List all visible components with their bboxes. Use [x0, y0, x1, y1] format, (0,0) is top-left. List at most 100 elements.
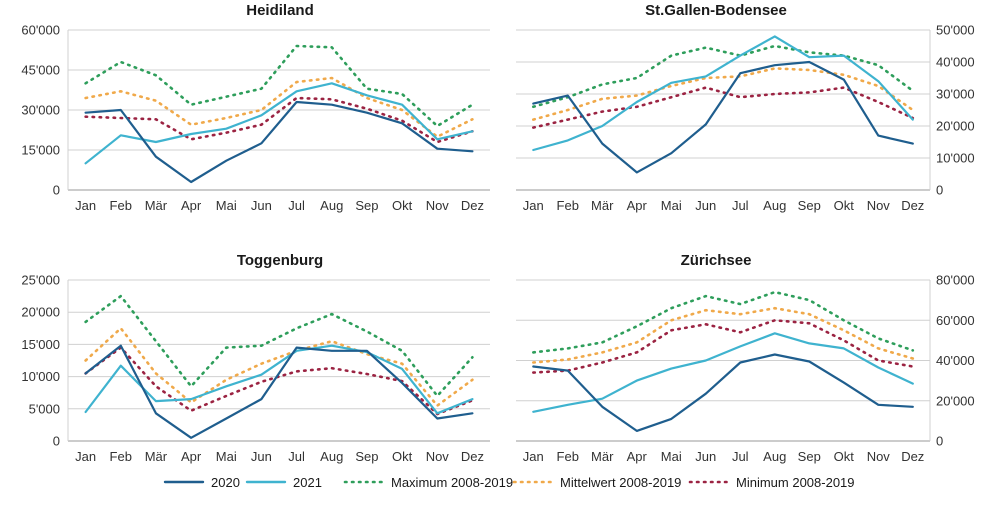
y-tick-label: 25'000	[21, 273, 60, 288]
panel-title: Zürichsee	[681, 252, 752, 269]
series-line-min	[531, 318, 915, 374]
x-tick-label: Okt	[392, 198, 413, 213]
series-line-s2021	[84, 82, 474, 165]
series-line-s2020	[532, 60, 914, 174]
x-tick-label: Aug	[320, 198, 343, 213]
y-tick-label: 0	[936, 183, 943, 198]
series-line-s2020	[84, 344, 474, 439]
series-line-max	[84, 44, 474, 128]
x-tick-label: Feb	[557, 449, 579, 464]
legend-label: Minimum 2008-2019	[736, 475, 855, 490]
x-tick-label: Jul	[288, 198, 305, 213]
series-line-max	[531, 290, 915, 354]
y-tick-label: 80'000	[936, 273, 975, 288]
y-tick-label: 50'000	[936, 23, 975, 38]
series-line-max	[84, 294, 474, 398]
x-tick-label: Jun	[251, 198, 272, 213]
x-tick-label: Aug	[763, 198, 786, 213]
x-tick-label: Jan	[523, 449, 544, 464]
x-tick-label: Sep	[355, 198, 378, 213]
y-tick-label: 10'000	[21, 369, 60, 384]
x-tick-label: Mär	[145, 449, 168, 464]
series-line-s2020	[84, 100, 474, 184]
series-line-min	[84, 346, 474, 416]
legend-label: 2020	[211, 475, 240, 490]
x-tick-label: Jun	[695, 198, 716, 213]
x-tick-label: Mai	[216, 198, 237, 213]
y-tick-label: 10'000	[936, 151, 975, 166]
x-tick-label: Aug	[320, 449, 343, 464]
x-tick-label: Sep	[798, 449, 821, 464]
x-tick-label: Apr	[181, 449, 202, 464]
x-tick-label: Nov	[426, 198, 450, 213]
series-line-s2021	[84, 344, 474, 415]
x-tick-label: Mai	[661, 198, 682, 213]
series-line-mean	[531, 67, 915, 121]
series-line-s2021	[532, 35, 914, 152]
x-tick-label: Mai	[216, 449, 237, 464]
y-tick-label: 20'000	[936, 119, 975, 134]
y-tick-label: 40'000	[936, 55, 975, 70]
panel-toggenburg: Toggenburg 0 5'000 10'000 15'000 20'000 25'00…	[21, 252, 490, 464]
series-line-mean	[531, 306, 915, 364]
x-tick-label: Aug	[763, 449, 786, 464]
x-tick-label: Mär	[591, 198, 614, 213]
x-tick-label: Jan	[75, 198, 96, 213]
legend-label: 2021	[293, 475, 322, 490]
y-tick-label: 15'000	[21, 337, 60, 352]
x-tick-label: Nov	[867, 449, 891, 464]
x-tick-label: Okt	[834, 449, 855, 464]
x-tick-label: Apr	[181, 198, 202, 213]
y-tick-label: 0	[53, 434, 60, 449]
series-line-min	[84, 96, 474, 144]
x-tick-label: Dez	[461, 449, 484, 464]
x-tick-label: Apr	[627, 449, 648, 464]
x-tick-label: Okt	[392, 449, 413, 464]
x-tick-label: Feb	[110, 198, 132, 213]
x-tick-label: Dez	[461, 198, 484, 213]
y-tick-label: 40'000	[936, 353, 975, 368]
panel-zuerichsee: Zürichsee 0 20'000 40'000 60'000 80'000 Jan Fe…	[516, 252, 975, 464]
y-tick-label: 0	[53, 183, 60, 198]
panel-title: Toggenburg	[237, 252, 323, 269]
x-tick-label: Nov	[426, 449, 450, 464]
y-tick-label: 15'000	[21, 143, 60, 158]
y-tick-label: 5'000	[29, 401, 60, 416]
y-tick-label: 30'000	[936, 87, 975, 102]
x-tick-label: Dez	[901, 198, 924, 213]
x-tick-label: Sep	[355, 449, 378, 464]
panel-heidiland: Heidiland 0 15'000 30'000 45'000 60'000 Jan Fe…	[21, 2, 490, 213]
panel-title: St.Gallen-Bodensee	[645, 2, 787, 19]
x-tick-label: Mär	[145, 198, 168, 213]
series-line-max	[531, 44, 915, 109]
x-tick-label: Jan	[75, 449, 96, 464]
x-tick-label: Feb	[110, 449, 132, 464]
x-tick-label: Feb	[557, 198, 579, 213]
x-tick-label: Nov	[867, 198, 891, 213]
x-tick-label: Dez	[901, 449, 924, 464]
series-line-s2020	[532, 353, 914, 432]
legend: 2020 2021 Maximum 2008-2019 Mittelwert 2008…	[163, 475, 855, 490]
x-tick-label: Mai	[661, 449, 682, 464]
x-tick-label: Jul	[732, 198, 749, 213]
x-tick-label: Apr	[627, 198, 648, 213]
x-tick-label: Jul	[732, 449, 749, 464]
series-line-mean	[84, 76, 474, 138]
x-tick-label: Mär	[591, 449, 614, 464]
x-tick-label: Okt	[834, 198, 855, 213]
y-tick-label: 45'000	[21, 63, 60, 78]
legend-label: Mittelwert 2008-2019	[560, 475, 681, 490]
x-tick-label: Jul	[288, 449, 305, 464]
x-tick-label: Jan	[523, 198, 544, 213]
legend-label: Maximum 2008-2019	[391, 475, 513, 490]
x-tick-label: Jun	[251, 449, 272, 464]
panel-st-gallen-bodensee: St.Gallen-Bodensee 0 10'000 20'000 30'000 40…	[516, 2, 975, 213]
y-tick-label: 60'000	[21, 23, 60, 38]
y-tick-label: 30'000	[21, 103, 60, 118]
y-tick-label: 20'000	[21, 305, 60, 320]
y-tick-label: 20'000	[936, 393, 975, 408]
panel-title: Heidiland	[246, 2, 314, 19]
x-tick-label: Sep	[798, 198, 821, 213]
